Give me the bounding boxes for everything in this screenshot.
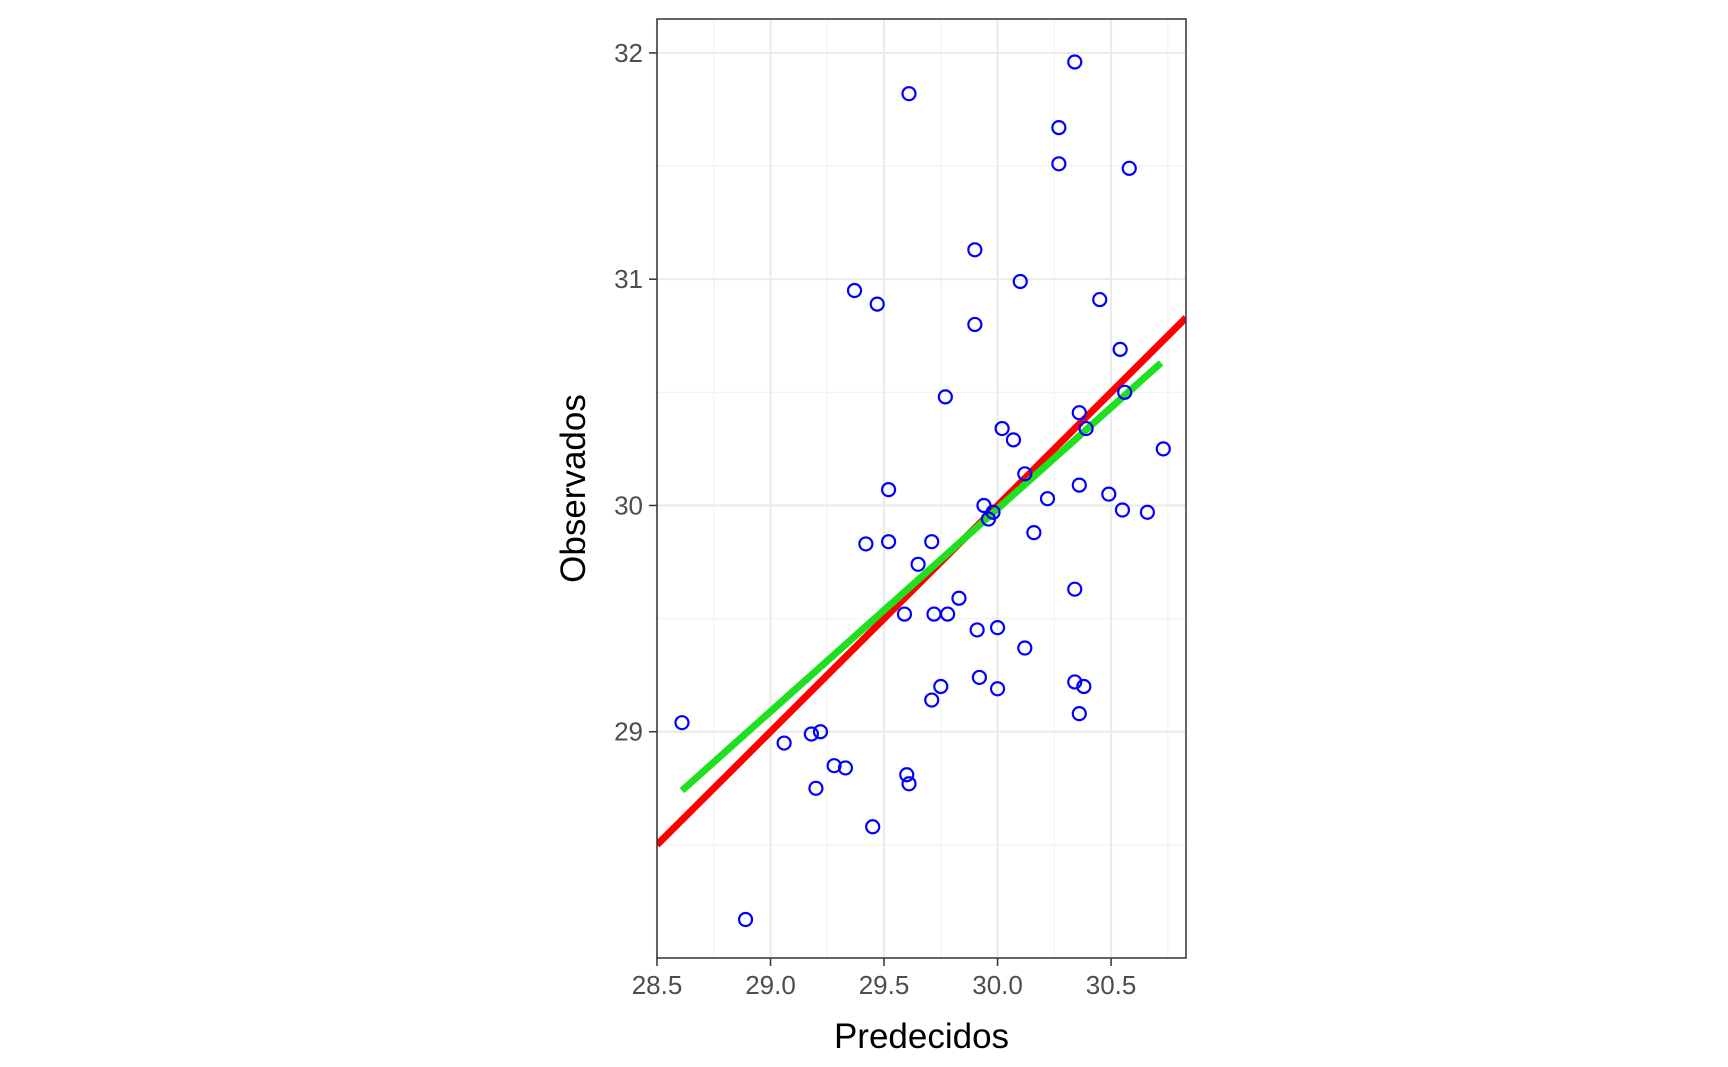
panel-border [656, 18, 1187, 959]
data-point [846, 282, 863, 299]
data-point [899, 767, 915, 783]
x-axis-ticks: 28.5 29.0 29.5 30.0 30.5 [632, 958, 1137, 1000]
data-point [937, 389, 953, 405]
data-point [1114, 502, 1131, 518]
data-point [901, 776, 917, 792]
data-point [674, 715, 690, 731]
data-point [1076, 678, 1092, 695]
data-point [1017, 640, 1033, 656]
data-point [910, 556, 926, 572]
data-point [901, 86, 917, 102]
data-point [989, 620, 1006, 636]
data-point [737, 911, 754, 928]
y-tick-label: 31 [614, 264, 643, 294]
data-point [940, 606, 956, 622]
data-point [924, 692, 940, 708]
data-point [1051, 120, 1067, 136]
y-tick-label: 32 [614, 38, 643, 68]
data-point [1005, 432, 1022, 448]
y-axis-ticks: 29 30 31 32 [614, 38, 657, 747]
data-point [1071, 477, 1087, 493]
data-point [1071, 706, 1087, 722]
x-axis-title: Predecidos [834, 1017, 1009, 1056]
data-point [1078, 420, 1094, 437]
data-point [951, 590, 967, 606]
data-point [858, 536, 874, 552]
y-axis-title: Observados [554, 394, 593, 583]
data-point [1051, 156, 1067, 172]
regression-lines [657, 315, 1186, 848]
data-point [1101, 486, 1117, 502]
x-tick-label: 30.5 [1086, 970, 1137, 1000]
data-point [880, 482, 897, 498]
minor-gridlines [657, 19, 1186, 958]
data-point [924, 534, 940, 550]
data-point [776, 735, 792, 751]
data-point [826, 758, 842, 774]
data-point [994, 420, 1010, 437]
data-point [1067, 674, 1083, 690]
y-tick-label: 30 [614, 490, 643, 520]
data-point [971, 669, 987, 686]
data-point [1121, 160, 1137, 176]
data-point [933, 678, 949, 695]
data-point [1067, 581, 1083, 597]
x-tick-label: 28.5 [632, 970, 683, 1000]
data-point [812, 724, 829, 740]
data-point [989, 681, 1006, 697]
data-point [1155, 441, 1171, 457]
data-point [1071, 405, 1087, 421]
data-point [837, 760, 854, 776]
data-point [969, 622, 985, 638]
y-tick-label: 29 [614, 717, 643, 747]
data-point [869, 296, 885, 312]
data-point [1012, 273, 1028, 290]
data-point [1112, 341, 1128, 357]
data-point [1026, 525, 1042, 541]
data-point [1092, 291, 1108, 308]
data-point [1017, 466, 1033, 482]
data-point [1139, 504, 1156, 520]
data-point [808, 780, 824, 796]
data-point [880, 534, 897, 550]
data-point [985, 504, 1001, 520]
x-tick-label: 29.5 [859, 970, 910, 1000]
data-point [865, 819, 881, 835]
data-point [896, 606, 913, 622]
data-point [967, 316, 983, 333]
data-points [674, 54, 1171, 928]
data-point [803, 726, 819, 742]
data-point [1117, 384, 1133, 400]
fit-line [679, 360, 1164, 794]
x-tick-label: 29.0 [745, 970, 796, 1000]
data-point [967, 242, 983, 258]
data-point [1039, 491, 1056, 507]
x-tick-label: 30.0 [972, 970, 1023, 1000]
data-point [1067, 54, 1083, 70]
